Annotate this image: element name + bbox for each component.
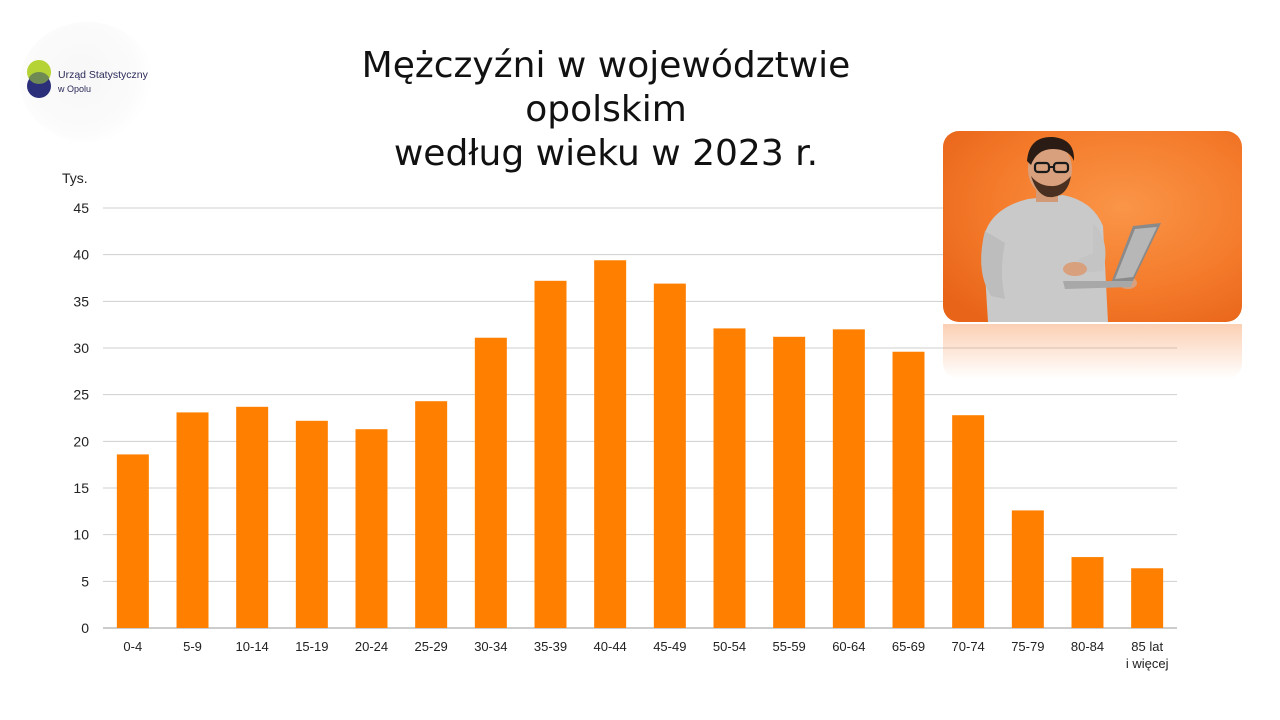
bar: [892, 351, 925, 628]
y-tick-label: 45: [73, 200, 89, 216]
photo: [943, 131, 1242, 381]
bar: [355, 429, 388, 628]
x-tick-label-line: 0-4: [123, 639, 142, 654]
y-tick-label: 35: [73, 293, 89, 309]
bar: [1131, 568, 1164, 628]
x-tick-label: 45-49: [653, 639, 686, 654]
x-tick-label: 5-9: [183, 639, 202, 654]
y-tick-label: 15: [73, 480, 89, 496]
bar: [1011, 510, 1044, 628]
y-tick-label: 5: [81, 573, 89, 589]
x-tick-label: 85 lat i więcej: [1126, 639, 1169, 671]
logo-text: Urząd Statystyczny w Opolu: [58, 68, 148, 96]
title-line1: Mężczyźni w województwie opolskim: [361, 45, 851, 130]
x-tick-label-line: 65-69: [892, 639, 925, 654]
bar: [474, 337, 507, 628]
y-tick-label: 25: [73, 387, 89, 403]
x-tick-label-line: 75-79: [1011, 639, 1044, 654]
x-tick-label-line: 45-49: [653, 639, 686, 654]
bar: [713, 328, 746, 628]
y-tick-label: 30: [73, 340, 89, 356]
x-tick-label-line: 85 lat: [1131, 639, 1163, 654]
x-tick-label-line: 60-64: [832, 639, 865, 654]
bar: [534, 280, 567, 628]
logo: Urząd Statystyczny w Opolu: [20, 22, 155, 142]
x-tick-label-line: 15-19: [295, 639, 328, 654]
y-tick-label: 10: [73, 527, 89, 543]
x-tick-label: 80-84: [1071, 639, 1104, 654]
x-tick-label: 35-39: [534, 639, 567, 654]
page-title: Mężczyźni w województwie opolskim według…: [300, 44, 912, 176]
x-tick-label-line: 50-54: [713, 639, 746, 654]
photo-reflection: [943, 324, 1242, 379]
x-tick-label: 60-64: [832, 639, 865, 654]
y-tick-label: 40: [73, 247, 89, 263]
x-tick-label: 65-69: [892, 639, 925, 654]
x-tick-label-line: 25-29: [415, 639, 448, 654]
bar: [116, 454, 149, 628]
bar: [1071, 557, 1104, 628]
x-tick-label-line: 35-39: [534, 639, 567, 654]
title-line2: według wieku w 2023 r.: [393, 133, 819, 174]
x-tick-label-line: 5-9: [183, 639, 202, 654]
logo-circles-icon: [27, 60, 51, 98]
bar: [653, 283, 686, 628]
bar: [295, 420, 328, 628]
x-tick-label: 55-59: [773, 639, 806, 654]
x-tick-label-line: 55-59: [773, 639, 806, 654]
bar: [832, 329, 865, 628]
x-tick-label: 15-19: [295, 639, 328, 654]
x-tick-label: 20-24: [355, 639, 388, 654]
x-tick-label: 40-44: [594, 639, 627, 654]
x-tick-label: 10-14: [236, 639, 269, 654]
y-axis-label: Tys.: [62, 170, 88, 186]
x-tick-label: 50-54: [713, 639, 746, 654]
logo-line1: Urząd Statystyczny: [58, 69, 148, 81]
x-tick-label: 30-34: [474, 639, 507, 654]
x-tick-label-line: 40-44: [594, 639, 627, 654]
x-tick-label: 25-29: [415, 639, 448, 654]
y-tick-label: 0: [81, 620, 89, 636]
x-tick-label: 75-79: [1011, 639, 1044, 654]
x-tick-label-line: 70-74: [952, 639, 985, 654]
x-tick-label: 0-4: [123, 639, 142, 654]
man-with-laptop-photo: [943, 131, 1242, 322]
x-tick-label-line: i więcej: [1126, 656, 1169, 671]
y-tick-label: 20: [73, 433, 89, 449]
bar: [415, 401, 448, 628]
bar: [176, 412, 209, 628]
x-tick-label-line: 30-34: [474, 639, 507, 654]
x-tick-label-line: 10-14: [236, 639, 269, 654]
x-tick-label: 70-74: [952, 639, 985, 654]
bar: [773, 336, 806, 628]
x-tick-label-line: 80-84: [1071, 639, 1104, 654]
logo-line2: w Opolu: [58, 84, 92, 94]
bar: [952, 415, 985, 628]
bar: [236, 406, 269, 628]
bar: [594, 260, 627, 628]
x-tick-label-line: 20-24: [355, 639, 388, 654]
